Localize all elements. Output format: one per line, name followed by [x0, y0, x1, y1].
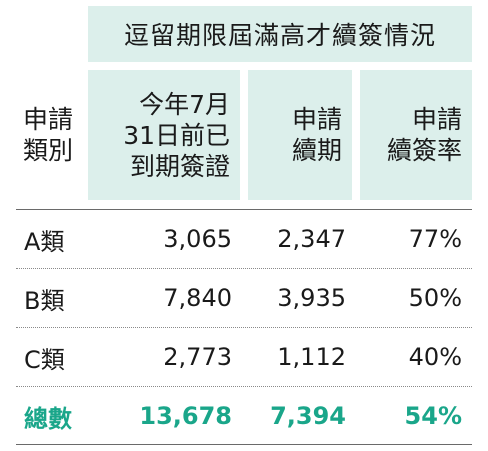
header-divider: [16, 209, 472, 210]
row-renewal-applications: 1,112: [277, 343, 346, 371]
row-expired: 7,840: [163, 284, 232, 312]
header-expired-line-1: 今年7月: [139, 89, 230, 119]
table-title: 逗留期限屆滿高才續簽情況: [88, 6, 472, 62]
total-expired: 13,678: [139, 402, 232, 430]
table-row-a: A類 3,065 2,347 77%: [16, 210, 472, 268]
row-expired: 2,773: [163, 343, 232, 371]
header-category: 申請 類別: [16, 70, 80, 200]
header-renewal-rate-line-1: 申請: [411, 105, 462, 134]
total-category: 總數: [24, 404, 72, 433]
header-renewal-applications-line-2: 續期: [291, 136, 342, 165]
row-renewal-applications: 2,347: [277, 225, 346, 253]
table-row-total: 總數 13,678 7,394 54%: [16, 387, 472, 445]
row-divider: [16, 386, 472, 387]
row-category: B類: [24, 286, 65, 315]
total-renewal-applications: 7,394: [270, 402, 346, 430]
row-expired: 3,065: [163, 225, 232, 253]
header-renewal-applications: 申請 續期: [248, 70, 352, 200]
table-row-b: B類 7,840 3,935 50%: [16, 269, 472, 327]
header-expired-line-3: 到期簽證: [129, 151, 230, 181]
total-renewal-rate: 54%: [404, 402, 462, 430]
header-renewal-rate: 申請 續簽率: [360, 70, 472, 200]
header-category-line-1: 申請: [22, 105, 73, 134]
table-row-c: C類 2,773 1,112 40%: [16, 328, 472, 386]
header-renewal-applications-line-1: 申請: [291, 105, 342, 134]
header-category-line-2: 類別: [22, 136, 73, 165]
header-expired: 今年7月 31日前已 到期簽證: [88, 70, 240, 200]
row-divider: [16, 268, 472, 269]
header-expired-line-2: 31日前已: [123, 120, 230, 150]
header-renewal-rate-line-2: 續簽率: [386, 136, 462, 165]
table-bottom-rule: [16, 444, 472, 445]
row-renewal-rate: 77%: [408, 225, 462, 253]
row-divider: [16, 327, 472, 328]
row-renewal-applications: 3,935: [277, 284, 346, 312]
row-category: A類: [24, 227, 65, 256]
row-renewal-rate: 40%: [408, 343, 462, 371]
row-category: C類: [24, 345, 65, 374]
row-renewal-rate: 50%: [408, 284, 462, 312]
